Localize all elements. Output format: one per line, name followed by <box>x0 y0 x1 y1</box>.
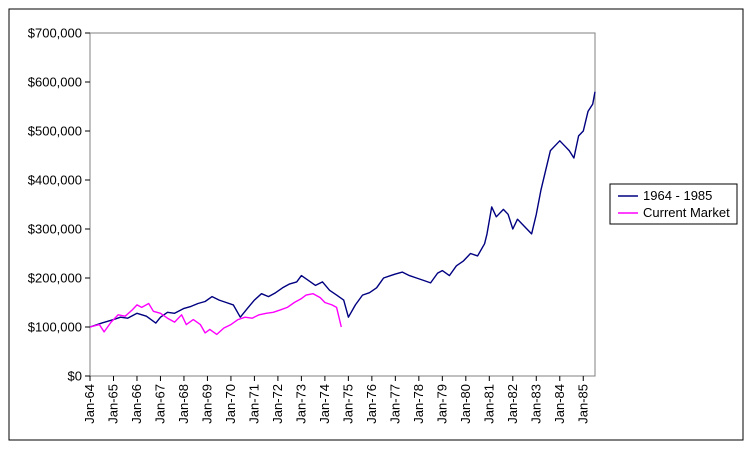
series-layer <box>89 91 596 336</box>
x-tick-label: Jan-68 <box>176 384 191 424</box>
x-tick-label: Jan-79 <box>434 384 449 424</box>
x-tick-label: Jan-76 <box>364 384 379 424</box>
x-tick-label: Jan-64 <box>82 384 97 424</box>
x-axis: Jan-64 Jan-65 Jan-66 Jan-67 Jan-68 Jan-69 Jan-… <box>82 376 590 424</box>
x-tick-label: Jan-77 <box>387 384 402 424</box>
legend: 1964 - 1985 Current Market <box>609 183 738 225</box>
x-tick-label: Jan-69 <box>199 384 214 424</box>
y-tick-label: $0 <box>68 369 82 384</box>
x-tick-label: Jan-67 <box>152 384 167 424</box>
plot-area <box>89 32 596 377</box>
x-tick-label: Jan-73 <box>293 384 308 424</box>
x-tick-label: Jan-75 <box>340 384 355 424</box>
x-tick-label: Jan-84 <box>552 384 567 424</box>
legend-label-1964-1985: 1964 - 1985 <box>643 188 712 203</box>
y-tick-label: $700,000 <box>28 26 82 41</box>
x-tick-label: Jan-78 <box>411 384 426 424</box>
x-tick-label: Jan-71 <box>246 384 261 424</box>
series-line-current-market <box>89 293 342 336</box>
x-tick-label: Jan-80 <box>458 384 473 424</box>
y-axis: $0 $100,000 $200,000 $300,000 $400,000 $500,0… <box>28 26 90 384</box>
series-line-1964-1985 <box>89 91 596 328</box>
legend-box <box>609 183 738 225</box>
x-tick-label: Jan-66 <box>129 384 144 424</box>
x-tick-label: Jan-74 <box>317 384 332 424</box>
y-tick-label: $500,000 <box>28 124 82 139</box>
x-tick-label: Jan-81 <box>481 384 496 424</box>
y-tick-label: $300,000 <box>28 222 82 237</box>
x-tick-label: Jan-70 <box>223 384 238 424</box>
legend-label-current-market: Current Market <box>643 205 730 220</box>
x-tick-label: Jan-82 <box>505 384 520 424</box>
y-tick-label: $100,000 <box>28 320 82 335</box>
x-tick-label: Jan-83 <box>528 384 543 424</box>
y-tick-label: $400,000 <box>28 173 82 188</box>
x-tick-label: Jan-85 <box>575 384 590 424</box>
x-tick-label: Jan-65 <box>105 384 120 424</box>
y-tick-label: $200,000 <box>28 271 82 286</box>
y-tick-label: $600,000 <box>28 75 82 90</box>
x-tick-label: Jan-72 <box>270 384 285 424</box>
